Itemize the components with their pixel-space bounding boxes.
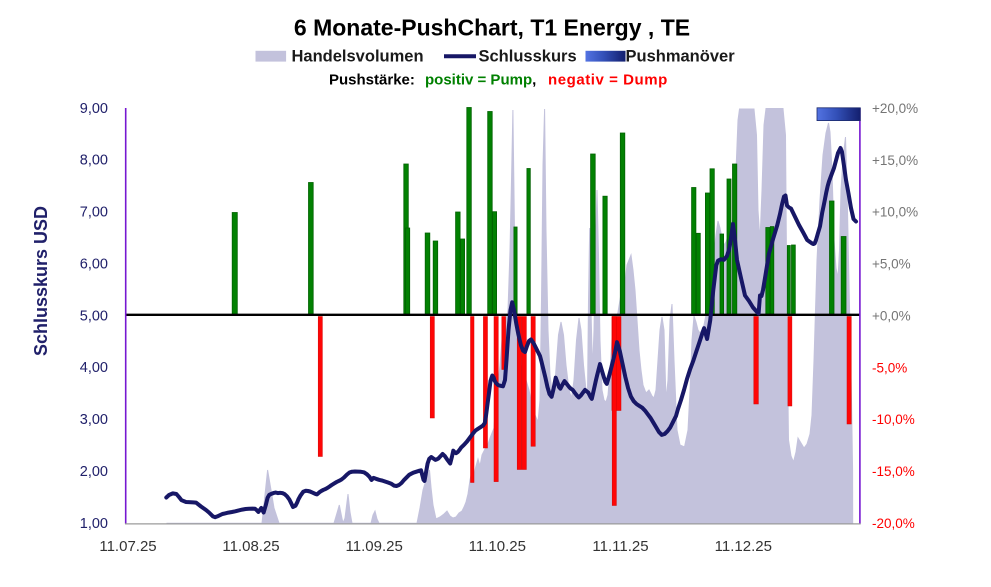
svg-text:6,00: 6,00	[80, 256, 108, 272]
svg-text:5,00: 5,00	[80, 308, 108, 324]
svg-text:Handelsvolumen: Handelsvolumen	[292, 48, 424, 66]
svg-text:positiv = Pump,: positiv = Pump,	[425, 72, 536, 89]
svg-text:-5,0%: -5,0%	[872, 360, 907, 375]
svg-text:+15,0%: +15,0%	[872, 153, 918, 168]
svg-text:Schlusskurs USD: Schlusskurs USD	[31, 206, 51, 356]
svg-text:11.09.25: 11.09.25	[346, 538, 403, 555]
svg-text:-15,0%: -15,0%	[872, 464, 915, 479]
svg-text:+5,0%: +5,0%	[872, 257, 911, 272]
svg-text:Pushstärke:: Pushstärke:	[329, 72, 415, 89]
svg-text:11.07.25: 11.07.25	[99, 538, 156, 555]
svg-text:+10,0%: +10,0%	[872, 205, 918, 220]
svg-text:Schlusskurs: Schlusskurs	[479, 48, 577, 66]
svg-text:2,00: 2,00	[80, 464, 108, 480]
svg-text:9,00: 9,00	[80, 101, 108, 117]
svg-text:-10,0%: -10,0%	[872, 412, 915, 427]
svg-text:11.08.25: 11.08.25	[222, 538, 279, 555]
svg-text:4,00: 4,00	[80, 360, 108, 376]
svg-text:negativ = Dump: negativ = Dump	[548, 72, 668, 89]
svg-text:-20,0%: -20,0%	[872, 516, 915, 531]
svg-text:Pushmanöver: Pushmanöver	[626, 48, 736, 66]
svg-text:11.10.25: 11.10.25	[469, 538, 526, 555]
svg-text:8,00: 8,00	[80, 153, 108, 169]
svg-text:7,00: 7,00	[80, 205, 108, 221]
svg-text:1,00: 1,00	[80, 516, 108, 532]
svg-text:11.11.25: 11.11.25	[592, 538, 648, 555]
svg-text:+20,0%: +20,0%	[872, 101, 918, 116]
svg-text:6 Monate-PushChart, T1 Energy: 6 Monate-PushChart, T1 Energy , TE	[294, 14, 690, 40]
svg-text:11.12.25: 11.12.25	[715, 538, 772, 555]
svg-text:+0,0%: +0,0%	[872, 309, 911, 324]
svg-text:3,00: 3,00	[80, 412, 108, 428]
